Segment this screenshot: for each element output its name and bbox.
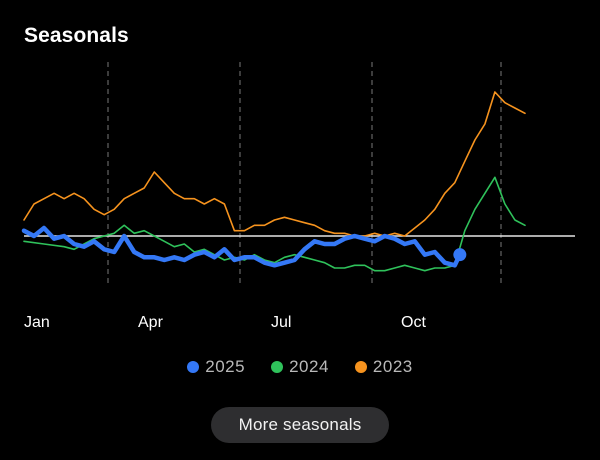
chart-series xyxy=(21,91,526,272)
x-axis-ticks: Jan Apr Jul Oct xyxy=(24,314,426,331)
legend-dot xyxy=(271,361,284,373)
series-line-2025 xyxy=(21,225,463,268)
series-line-2023 xyxy=(23,91,526,237)
chart-title: Seasonals xyxy=(24,24,129,47)
more-seasonals-button[interactable]: More seasonals xyxy=(211,407,389,443)
x-tick-label: Oct xyxy=(401,314,426,331)
x-tick-label: Jan xyxy=(24,314,50,331)
series-line-2024 xyxy=(23,176,526,272)
legend-item-2024: 2024 xyxy=(271,357,329,377)
chart-legend: 2025 2024 2023 xyxy=(0,357,600,377)
legend-dot xyxy=(354,361,367,373)
seasonals-chart: Jan Apr Jul Oct xyxy=(21,62,575,331)
legend-dot xyxy=(187,361,200,373)
legend-label: 2023 xyxy=(372,357,413,376)
legend-label: 2025 xyxy=(205,357,246,376)
legend-label: 2024 xyxy=(289,357,329,376)
x-tick-label: Jul xyxy=(271,314,291,331)
current-point-marker xyxy=(453,248,467,262)
x-tick-label: Apr xyxy=(138,314,164,331)
legend-item-2025: 2025 xyxy=(187,357,245,377)
legend-item-2023: 2023 xyxy=(354,357,413,377)
